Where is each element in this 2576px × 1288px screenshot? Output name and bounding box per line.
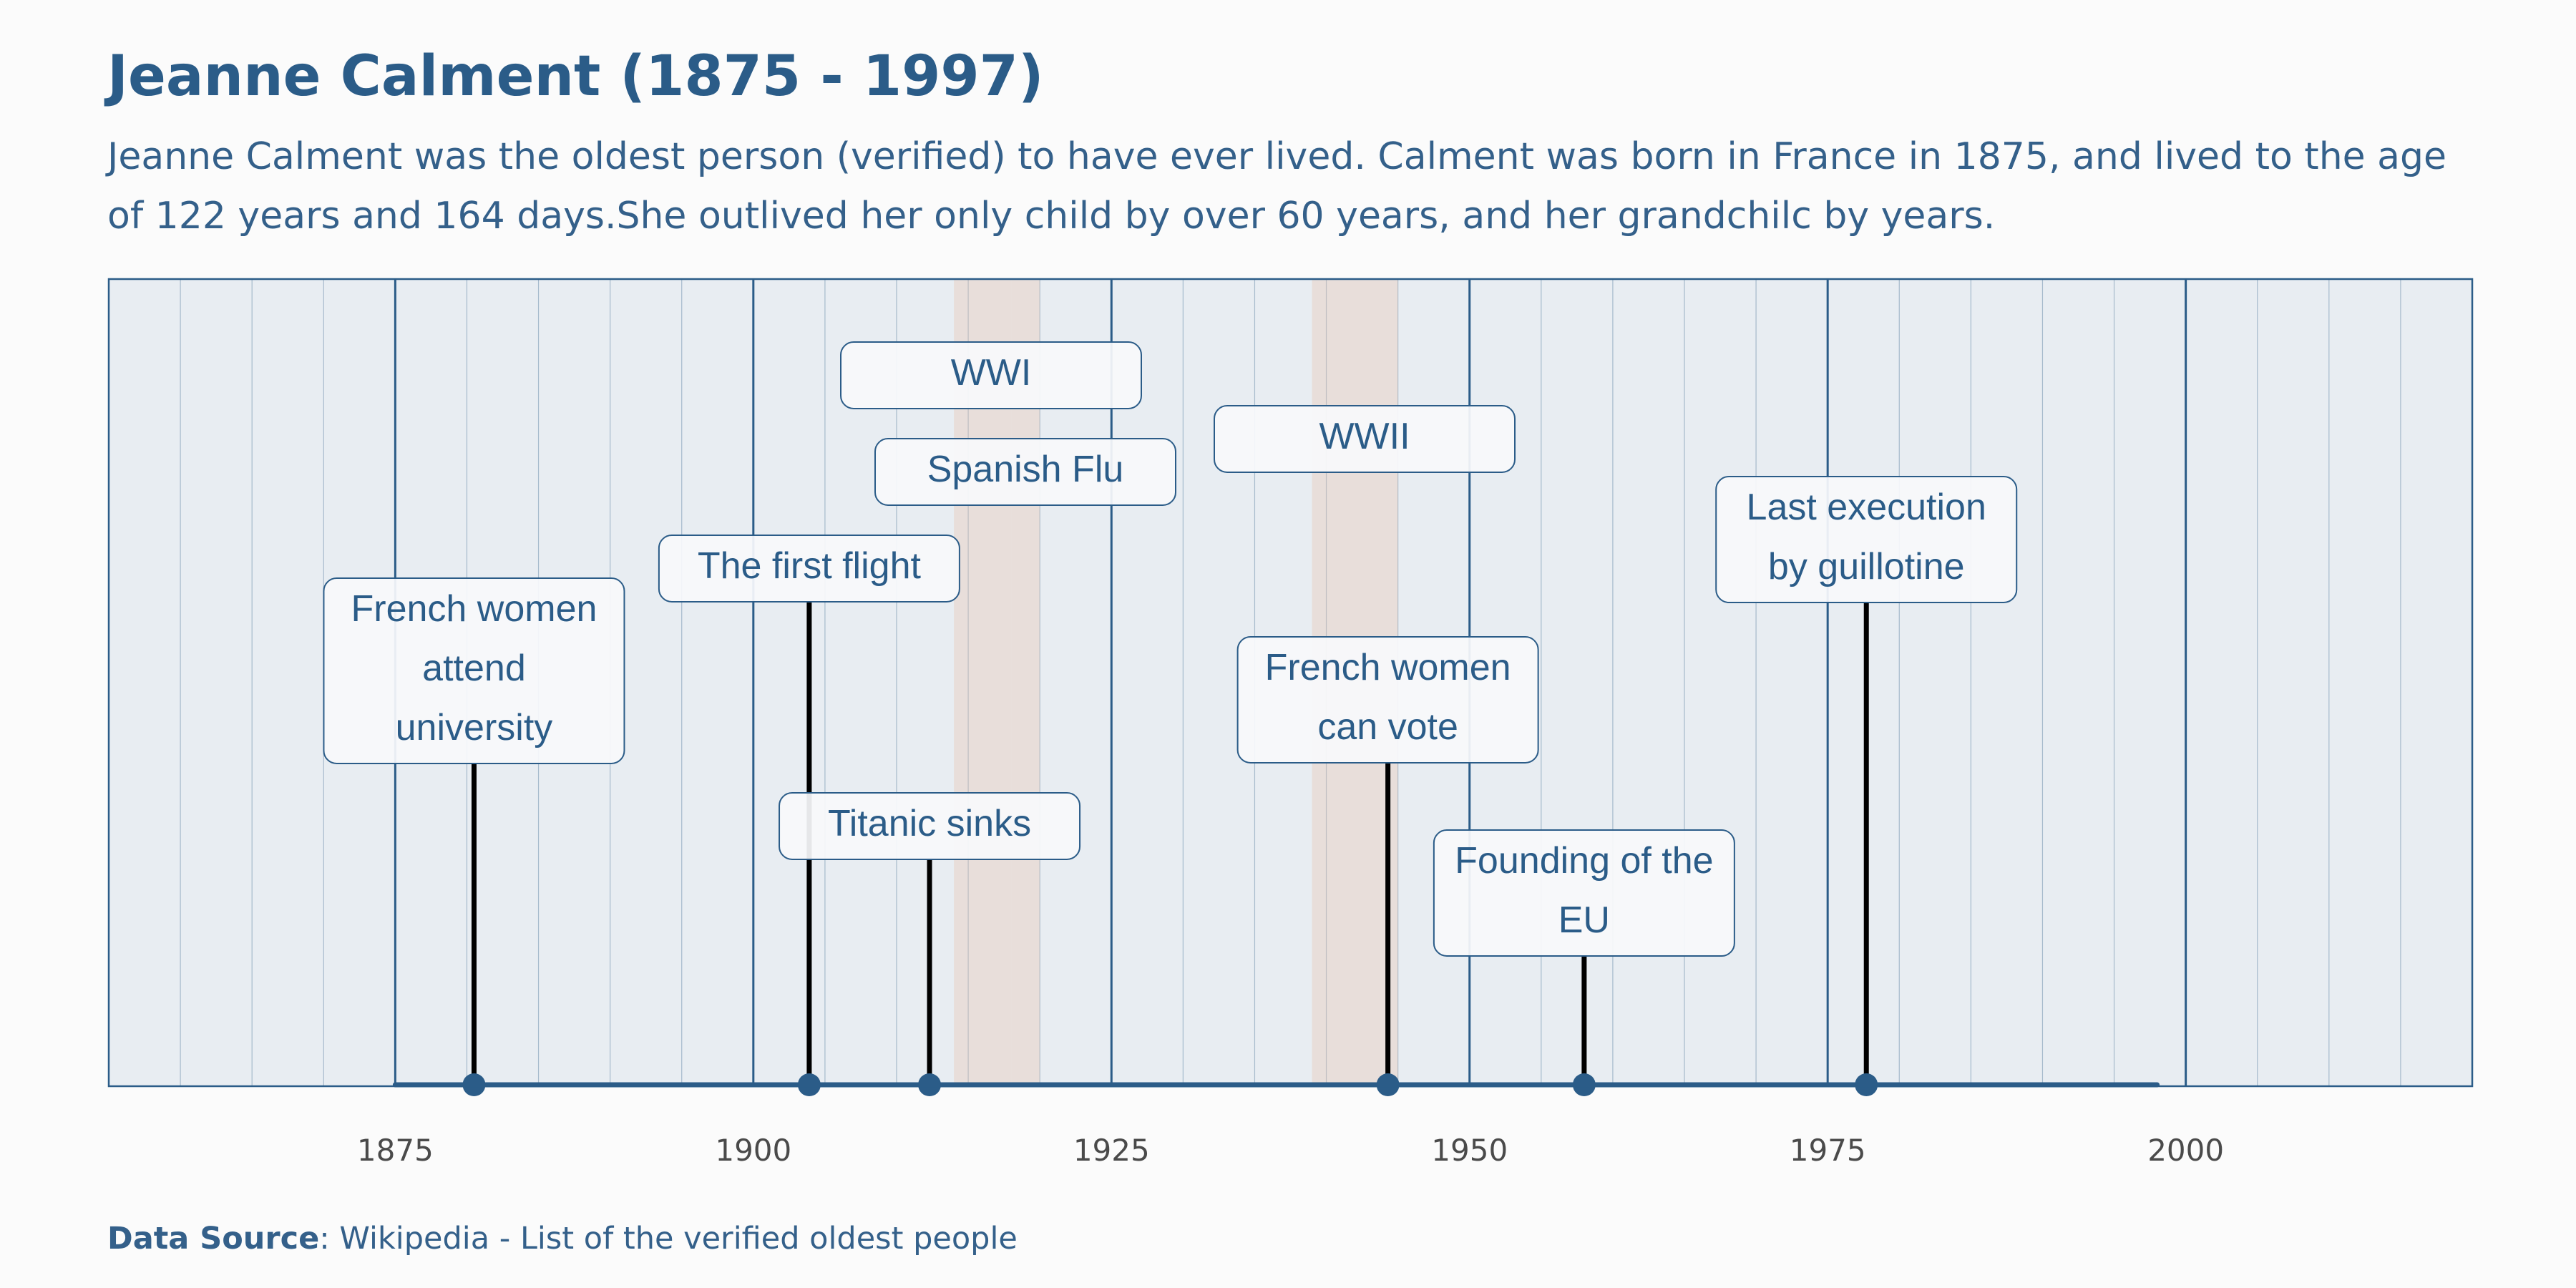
event-the-first-flight-marker xyxy=(797,1073,821,1096)
period-wwi-box xyxy=(840,341,1142,409)
event-french-women-attend-university-text: French women xyxy=(351,588,597,630)
period-wwi-text: WWI xyxy=(951,352,1032,394)
event-french-women-can-vote-box xyxy=(1236,636,1539,763)
x-tick-label: 1975 xyxy=(1790,1133,1866,1168)
event-french-women-attend-university-text: attend xyxy=(422,648,526,689)
chart-subtitle: Jeanne Calment was the oldest person (ve… xyxy=(107,135,2447,238)
period-wwii-box xyxy=(1214,405,1516,473)
x-axis-ticks: 1875 1900 1925 1950 1975 2000 xyxy=(357,1133,2224,1168)
event-founding-of-the-eu-text: EU xyxy=(1558,899,1610,941)
chart-title: Jeanne Calment (1875 - 1997) xyxy=(107,44,1044,109)
event-french-women-attend-university-box xyxy=(323,577,625,764)
x-tick-label: 1950 xyxy=(1431,1133,1508,1168)
data-source: Data Source: Wikipedia - List of the ver… xyxy=(107,1221,1018,1257)
event-founding-of-the-eu-text: Founding of the xyxy=(1455,840,1713,882)
data-source-label: Data Source xyxy=(107,1221,320,1257)
event-french-women-attend-university-text: university xyxy=(396,707,553,748)
event-french-women-attend-university-marker xyxy=(462,1073,486,1096)
event-french-women-can-vote-text: can vote xyxy=(1317,706,1458,748)
period-band-wwi xyxy=(954,279,1012,1085)
event-last-execution-by-guillotine-marker xyxy=(1855,1073,1878,1096)
event-titanic-sinks-box xyxy=(779,792,1081,860)
plot-frame xyxy=(107,278,2474,1088)
period-spanish-flu-box xyxy=(874,438,1176,506)
period-band-spanish-flu xyxy=(1011,279,1040,1085)
event-the-first-flight-text: The first flight xyxy=(698,545,922,587)
x-tick-label: 2000 xyxy=(2147,1133,2224,1168)
event-last-execution-by-guillotine-text: by guillotine xyxy=(1768,546,1965,587)
event-last-execution-by-guillotine-text: Last execution xyxy=(1747,487,1986,528)
event-labels: French women attend university The first fl… xyxy=(323,341,2018,957)
x-tick-label: 1900 xyxy=(715,1133,791,1168)
data-source-text: : Wikipedia - List of the verified oldes… xyxy=(319,1221,1018,1257)
event-titanic-sinks-marker xyxy=(918,1073,942,1096)
event-the-first-flight-box xyxy=(658,535,960,602)
period-wwii-text: WWII xyxy=(1319,416,1410,457)
event-last-execution-by-guillotine-box xyxy=(1715,476,2018,603)
event-founding-of-the-eu-box xyxy=(1433,829,1735,957)
event-titanic-sinks-text: Titanic sinks xyxy=(828,803,1031,844)
event-founding-of-the-eu-marker xyxy=(1572,1073,1596,1096)
event-french-women-can-vote-marker xyxy=(1376,1073,1400,1096)
x-tick-label: 1875 xyxy=(357,1133,434,1168)
period-spanish-flu-text: Spanish Flu xyxy=(927,449,1124,490)
x-tick-label: 1925 xyxy=(1073,1133,1150,1168)
event-french-women-can-vote-text: French women xyxy=(1265,647,1511,688)
